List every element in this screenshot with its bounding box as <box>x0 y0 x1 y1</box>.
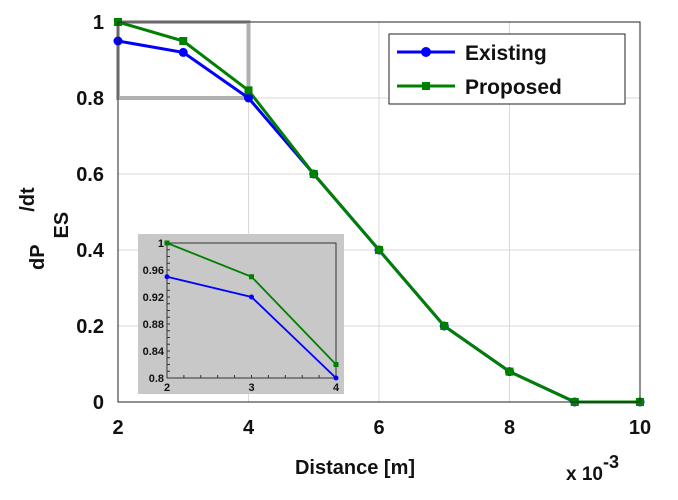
legend-marker-existing <box>421 47 431 57</box>
inset-y-tick-label: 1 <box>158 238 164 250</box>
x-tick-label: 6 <box>373 417 384 439</box>
legend-label-existing: Existing <box>465 42 547 65</box>
y-tick-label: 0.4 <box>76 240 105 262</box>
inset-y-tick-label: 0.88 <box>143 319 164 331</box>
legend-label-proposed: Proposed <box>465 76 562 99</box>
inset-data-point-proposed <box>164 240 170 246</box>
data-point-existing <box>244 93 253 103</box>
inset-data-point-existing <box>333 375 339 381</box>
data-point-proposed <box>375 246 383 254</box>
legend: Existing Proposed <box>388 33 626 105</box>
inset-data-point-proposed <box>249 274 254 280</box>
inset-y-tick-label: 0.92 <box>143 292 164 304</box>
y-tick-label: 0.8 <box>76 88 104 110</box>
data-point-existing <box>178 47 188 57</box>
data-point-proposed <box>505 367 514 376</box>
y-tick-label: 1 <box>93 12 104 34</box>
axes-frame <box>117 21 641 403</box>
x-tick-labels: 2 4 6 8 10 <box>112 417 651 439</box>
svg-text:dPES/dt: dPES/dt <box>17 187 73 270</box>
inset-y-tick-label: 0.96 <box>143 265 164 277</box>
inset-x-tick-label: 3 <box>248 382 254 394</box>
y-label-subscript: ES <box>51 212 73 239</box>
legend-marker-proposed <box>422 82 430 90</box>
x-multiplier: x 10-3 <box>566 452 619 485</box>
inset-data-point-proposed <box>333 362 339 367</box>
inset-y-tick-label: 0.84 <box>143 346 165 358</box>
data-point-proposed <box>309 170 318 178</box>
x-tick-label: 10 <box>629 417 651 439</box>
data-point-proposed <box>440 322 449 330</box>
y-label-main: dP <box>27 244 49 270</box>
y-tick-label: 0 <box>93 392 104 414</box>
data-point-proposed <box>179 37 188 45</box>
y-label-superscript: /dt <box>17 187 39 212</box>
legend-box <box>388 33 626 105</box>
y-tick-label: 0.6 <box>76 164 104 186</box>
x-tick-label: 4 <box>243 417 255 439</box>
x-tick-label: 2 <box>112 417 123 439</box>
inset-x-tick-label: 4 <box>333 382 340 394</box>
x-tick-label: 8 <box>504 417 515 439</box>
y-tick-label: 0.2 <box>76 316 104 338</box>
inset-axes-frame <box>166 242 337 379</box>
zoom-region-box <box>116 20 251 100</box>
x-axis-label: Distance [m] <box>295 457 415 479</box>
y-tick-labels: 0 0.2 0.4 0.6 0.8 1 <box>76 12 105 414</box>
inset-x-tick-label: 2 <box>164 382 170 394</box>
data-point-proposed <box>244 86 253 95</box>
inset-y-tick-label: 0.8 <box>149 373 164 385</box>
inset-chart: 2 3 4 0.8 0.84 0.88 0.92 0.96 1 <box>138 234 344 394</box>
inset-data-point-existing <box>249 294 254 300</box>
x-multiplier-exponent: -3 <box>603 452 619 472</box>
x-multiplier-base: x 10 <box>566 464 603 485</box>
y-axis-label: dPES/dt <box>17 187 73 270</box>
inset-data-point-existing <box>164 274 170 280</box>
